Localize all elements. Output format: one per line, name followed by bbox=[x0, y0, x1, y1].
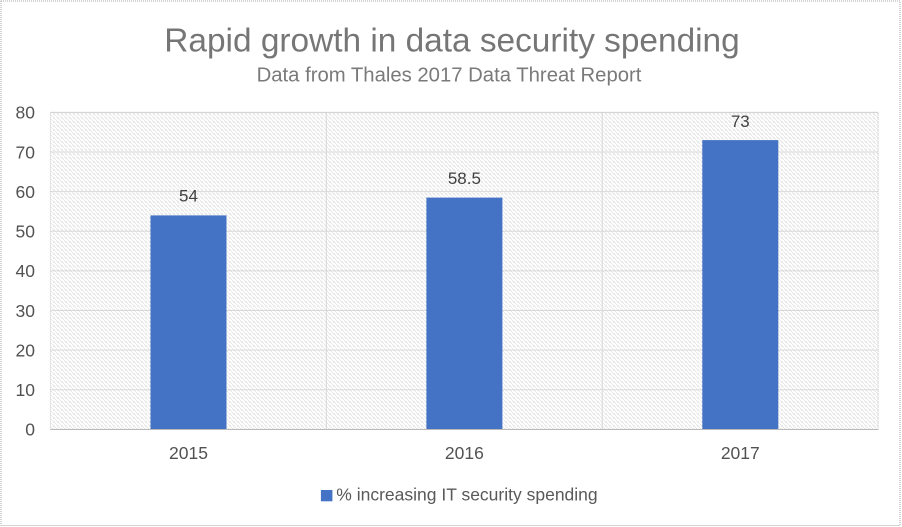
svg-text:60: 60 bbox=[16, 182, 36, 202]
svg-text:Data from Thales 2017 Data Thr: Data from Thales 2017 Data Threat Report bbox=[257, 65, 642, 87]
svg-text:73: 73 bbox=[731, 112, 750, 131]
svg-text:10: 10 bbox=[16, 380, 36, 400]
svg-text:0: 0 bbox=[25, 420, 35, 440]
svg-text:70: 70 bbox=[16, 142, 36, 162]
svg-text:50: 50 bbox=[16, 222, 36, 242]
svg-text:20: 20 bbox=[16, 340, 36, 360]
svg-text:30: 30 bbox=[16, 301, 36, 321]
svg-text:40: 40 bbox=[16, 261, 36, 281]
svg-text:54: 54 bbox=[179, 187, 198, 206]
svg-text:2017: 2017 bbox=[721, 443, 760, 463]
svg-text:58.5: 58.5 bbox=[448, 169, 481, 188]
svg-text:Rapid growth in data security: Rapid growth in data security spending bbox=[164, 23, 739, 60]
svg-text:2015: 2015 bbox=[169, 443, 208, 463]
svg-text:2016: 2016 bbox=[445, 443, 484, 463]
svg-text:% increasing IT security spend: % increasing IT security spending bbox=[336, 484, 597, 504]
svg-text:80: 80 bbox=[16, 103, 36, 123]
